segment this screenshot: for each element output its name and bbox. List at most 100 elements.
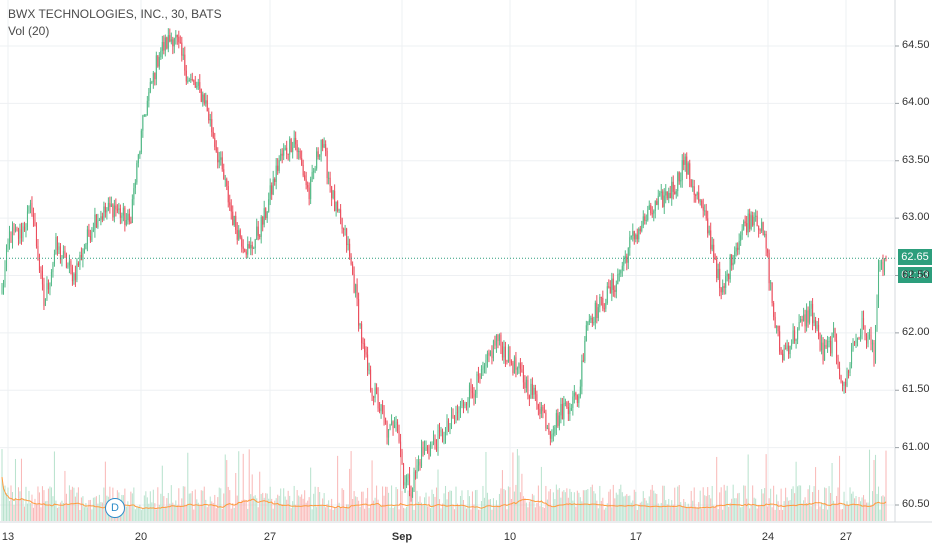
candle-body — [654, 201, 656, 211]
time-tick-label: 13 — [1, 531, 15, 543]
volume-bar — [377, 499, 379, 521]
volume-bar — [164, 506, 166, 521]
dividend-marker[interactable]: D — [105, 498, 125, 518]
volume-bar — [73, 487, 75, 521]
candle-body — [275, 165, 277, 182]
candle-body — [659, 193, 661, 196]
candle-body — [843, 382, 845, 386]
volume-bar — [446, 499, 448, 521]
candle-body — [268, 199, 270, 212]
volume-bar — [818, 489, 820, 521]
candle-body — [34, 219, 36, 227]
volume-bar — [46, 500, 48, 521]
volume-bar — [857, 505, 859, 521]
volume-bar — [409, 492, 411, 521]
volume-bar — [771, 507, 773, 521]
candle-body — [821, 342, 823, 351]
candle-body — [404, 482, 406, 486]
volume-bar — [391, 485, 393, 521]
volume-bar — [29, 503, 31, 521]
candle-body — [284, 147, 286, 150]
candle-body — [241, 237, 243, 247]
volume-bar — [617, 494, 619, 521]
candle-body — [773, 302, 775, 317]
candle-body — [131, 199, 133, 223]
volume-bar — [268, 498, 270, 521]
candle-body — [281, 153, 283, 156]
candle-body — [570, 407, 572, 411]
candle-body — [726, 273, 728, 277]
volume-bar — [753, 497, 755, 521]
candle-body — [14, 228, 17, 232]
volume-bar — [695, 506, 697, 521]
volume-bar — [368, 507, 370, 521]
candle-body — [71, 266, 73, 282]
candle-body — [575, 392, 577, 396]
volume-bar — [764, 488, 766, 521]
volume-bar — [812, 492, 814, 521]
volume-bar — [863, 495, 865, 521]
volume-bar — [720, 487, 722, 521]
volume-bar — [696, 507, 698, 521]
candle-body — [70, 261, 72, 267]
volume-bar — [371, 460, 373, 521]
candle-body — [263, 208, 265, 225]
candle-body — [711, 244, 713, 250]
volume-bar — [260, 494, 262, 521]
volume-bar — [810, 506, 812, 521]
candle-body — [605, 302, 607, 309]
candle-body — [581, 360, 583, 387]
volume-bar — [154, 503, 156, 521]
candle-body — [184, 54, 186, 71]
candle-body — [584, 341, 586, 362]
volume-bar — [855, 496, 857, 521]
volume-bar — [202, 490, 204, 521]
volume-bar — [528, 501, 530, 521]
candle-body — [644, 216, 646, 221]
volume-bar — [747, 454, 749, 521]
volume-bar — [452, 504, 454, 521]
candle-body — [145, 114, 147, 116]
volume-bar — [10, 485, 12, 521]
volume-bar — [248, 449, 250, 521]
candle-body — [242, 246, 244, 249]
volume-bar — [293, 485, 295, 521]
volume-bar — [729, 502, 731, 521]
volume-bar — [713, 505, 715, 521]
candle-body — [447, 420, 450, 431]
candle-body — [166, 37, 168, 49]
volume-bar — [251, 474, 253, 521]
candle-body — [11, 227, 14, 243]
volume-bar — [677, 486, 679, 521]
volume-bar — [639, 502, 641, 521]
candle-body — [176, 34, 178, 37]
volume-bar — [575, 506, 577, 521]
candle-body — [119, 208, 121, 218]
candle-body — [458, 410, 460, 413]
candle-body — [836, 340, 838, 358]
candle-body — [161, 42, 163, 51]
candle-body — [406, 478, 408, 483]
candle-body — [800, 319, 802, 323]
candle-body — [305, 179, 307, 186]
candle-body — [374, 387, 376, 398]
volume-bar — [498, 493, 500, 521]
volume-bar — [157, 487, 159, 521]
candle-body — [714, 257, 716, 260]
volume-bar — [425, 492, 427, 521]
candle-body — [1, 289, 3, 293]
candle-body — [221, 157, 223, 170]
candle-body — [735, 247, 737, 252]
volume-bar — [395, 487, 397, 521]
candle-body — [728, 273, 730, 280]
candle-body — [873, 342, 875, 361]
candle-body — [720, 288, 722, 293]
candle-body — [705, 210, 707, 219]
volume-bar — [97, 503, 99, 521]
volume-bar — [89, 499, 91, 521]
candle-body — [389, 424, 391, 430]
candle-body — [116, 209, 118, 211]
volume-bar — [650, 489, 652, 521]
candle-body — [656, 201, 658, 205]
